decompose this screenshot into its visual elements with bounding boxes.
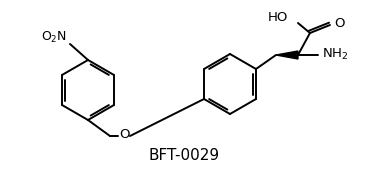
Text: HO: HO [268, 10, 288, 24]
Text: BFT-0029: BFT-0029 [148, 148, 220, 164]
Polygon shape [276, 51, 298, 59]
Text: O: O [119, 128, 129, 142]
Text: O: O [334, 17, 344, 30]
Text: NH$_2$: NH$_2$ [322, 46, 348, 62]
Text: O$_2$N: O$_2$N [41, 29, 67, 45]
